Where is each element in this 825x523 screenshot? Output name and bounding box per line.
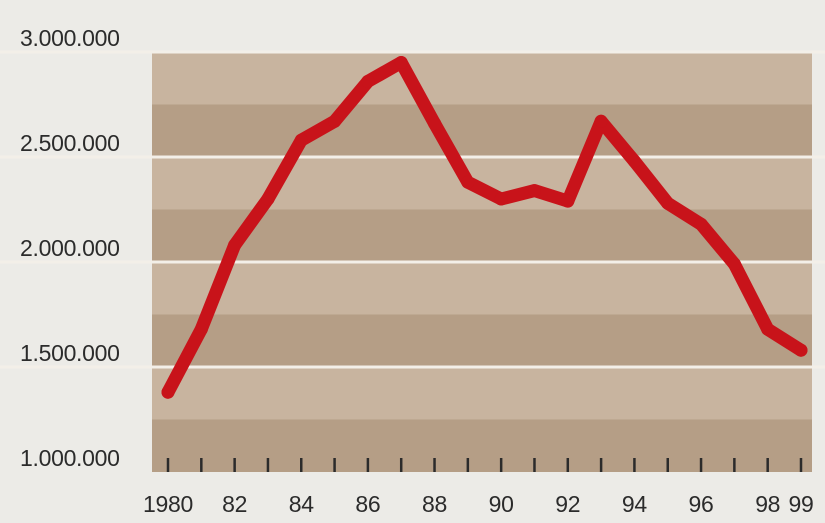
data-point (428, 116, 442, 130)
data-point (294, 133, 308, 147)
x-tick-label: 1980 (143, 491, 193, 517)
plot-band-light (152, 367, 812, 420)
plot-band-dark (152, 104, 812, 157)
data-point (161, 385, 175, 399)
y-tick-label: 2.500.000 (20, 130, 120, 156)
x-tick-label: 94 (622, 491, 647, 517)
data-point (761, 322, 775, 336)
x-tick-label: 82 (222, 491, 247, 517)
x-tick-label: 99 (789, 491, 814, 517)
data-point (594, 114, 608, 128)
series-line (161, 56, 808, 399)
plot-band-light (152, 52, 812, 105)
plot-bands (152, 52, 812, 472)
x-tick-label: 88 (422, 491, 447, 517)
data-point (461, 175, 475, 189)
data-point (794, 343, 808, 357)
x-tick-label: 98 (755, 491, 780, 517)
plot-band-light (152, 262, 812, 315)
data-point (194, 322, 208, 336)
data-point (661, 196, 675, 210)
y-tick-label: 1.000.000 (20, 445, 120, 471)
y-tick-label: 2.000.000 (20, 235, 120, 261)
data-point (494, 192, 508, 206)
data-point (561, 194, 575, 208)
y-axis-labels: 1.000.000 1.500.000 2.000.000 2.500.000 3.00… (20, 25, 120, 471)
x-axis-ticks (166, 458, 803, 472)
x-tick-label: 96 (689, 491, 714, 517)
data-point (527, 184, 541, 198)
plot-band-dark (152, 314, 812, 367)
data-point (228, 238, 242, 252)
data-point (361, 74, 375, 88)
x-tick-label: 90 (489, 491, 514, 517)
x-tick-label: 86 (355, 491, 380, 517)
data-point (394, 56, 408, 69)
y-tick-label: 3.000.000 (20, 25, 120, 51)
y-tick-label: 1.500.000 (20, 340, 120, 366)
x-tick-label: 92 (555, 491, 580, 517)
data-point (627, 154, 641, 168)
data-point (261, 192, 275, 206)
data-point (727, 257, 741, 271)
plot-band-dark (152, 419, 812, 472)
series-layer (161, 56, 808, 399)
data-point (328, 114, 342, 128)
x-tick-label: 84 (289, 491, 314, 517)
gridlines (0, 50, 825, 369)
x-axis-labels: 1980 82 84 86 88 90 92 94 96 98 99 (143, 491, 814, 517)
data-point (694, 217, 708, 231)
